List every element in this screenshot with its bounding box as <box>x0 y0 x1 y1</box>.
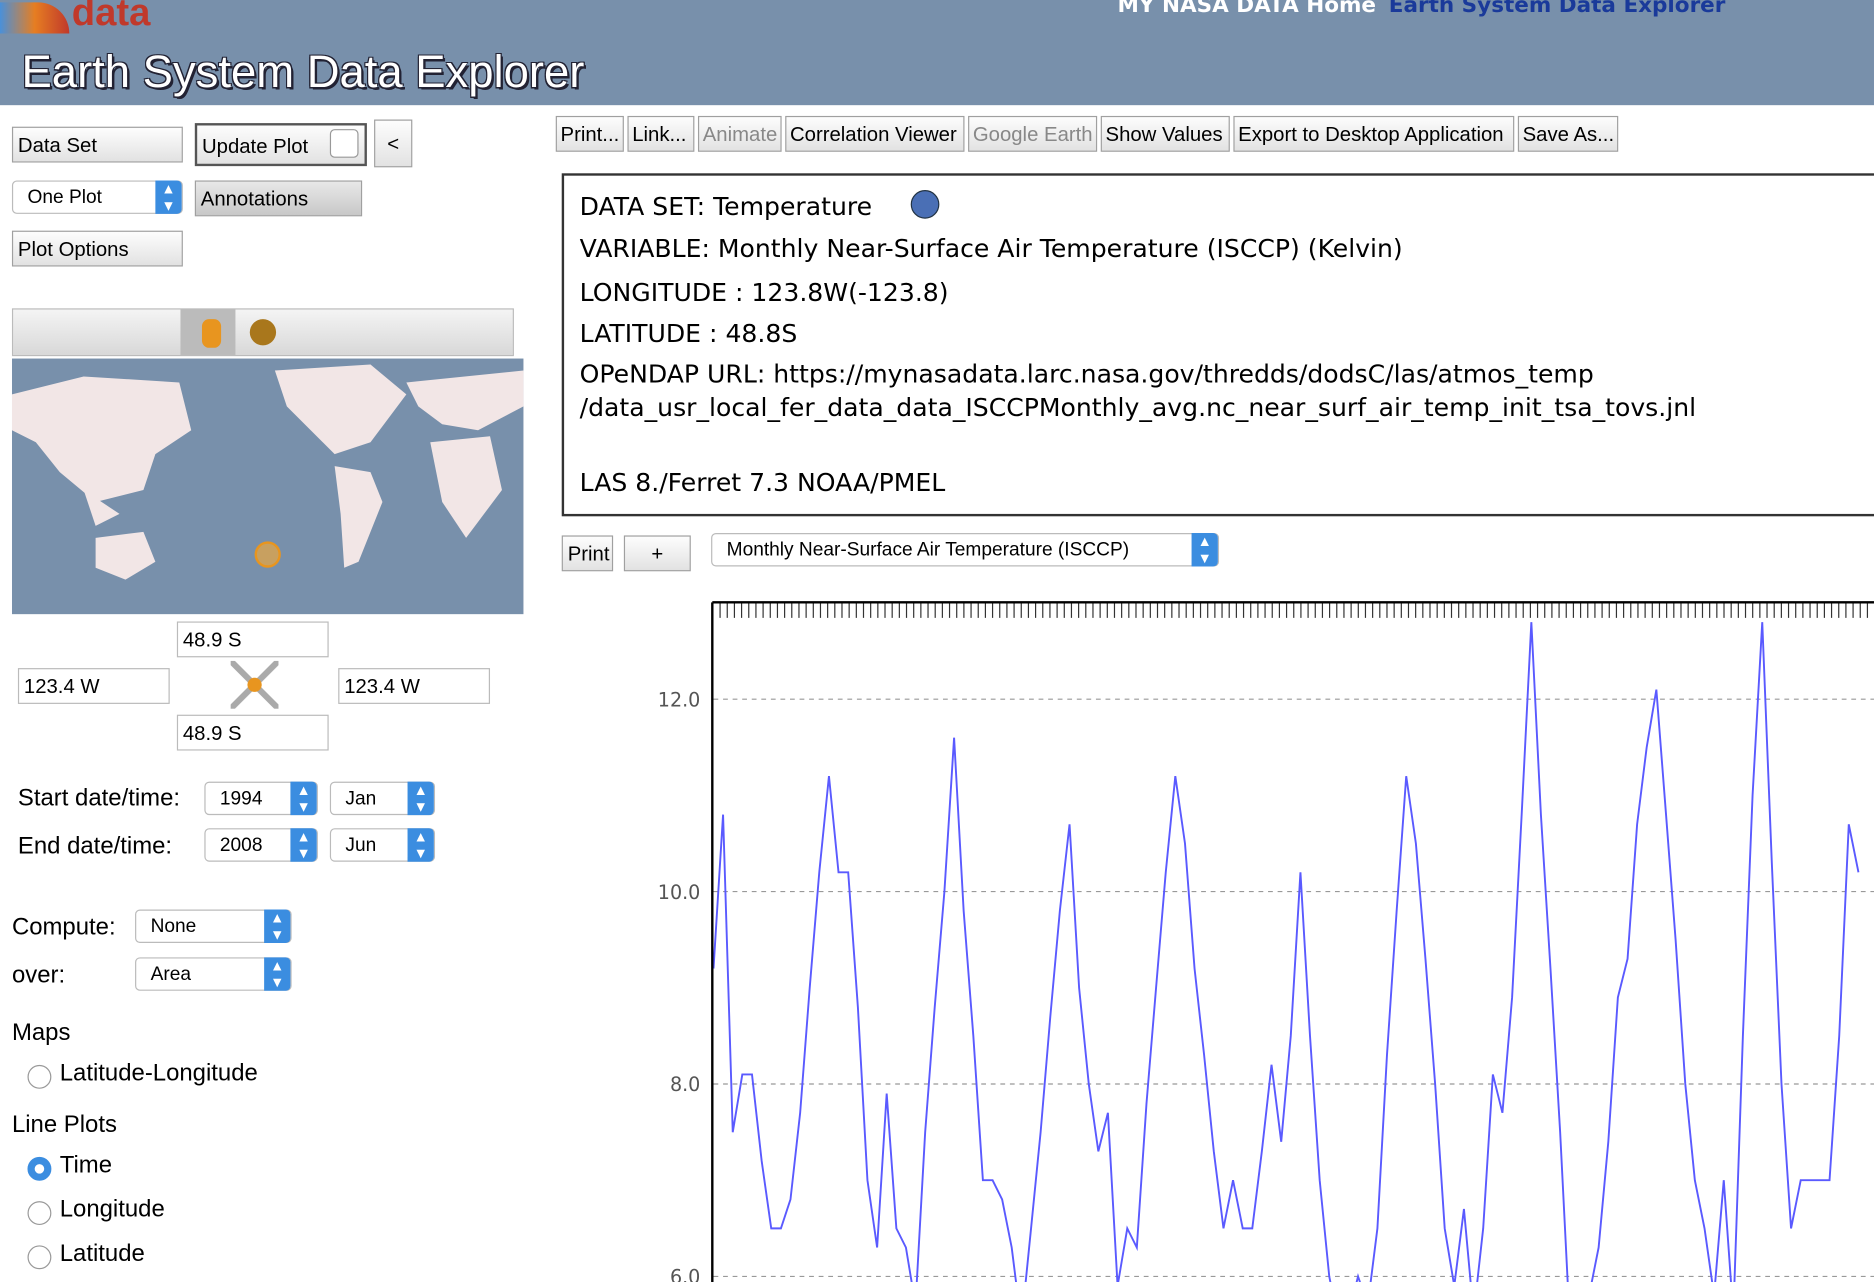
select-arrow: ▲ ▼ <box>1191 533 1218 567</box>
radio-button[interactable] <box>27 1201 52 1226</box>
select-arrow: ▲ ▼ <box>264 957 291 991</box>
select-value: 2008 <box>219 835 263 856</box>
y-tick-label: 12.0 <box>658 688 701 711</box>
select-arrow: ▲ ▼ <box>290 781 317 816</box>
toolbar-button[interactable]: Export to Desktop Application <box>1233 115 1515 152</box>
annotations-button[interactable]: Annotations <box>194 180 363 217</box>
radio-button[interactable] <box>27 1156 52 1181</box>
info-panel: DATA SET: Temperature VARIABLE: Monthly … <box>561 173 1874 517</box>
start-month-select[interactable]: Jan ▲ ▼ <box>329 781 436 816</box>
east-input[interactable]: 123.4 W <box>338 668 491 704</box>
compass-icon <box>230 660 279 709</box>
nav-link[interactable]: MY NASA DATA Home <box>1117 0 1377 18</box>
continents <box>11 364 524 580</box>
select-value: Jan <box>345 788 377 810</box>
help-icon[interactable] <box>910 190 940 219</box>
app-title: Earth System Data Explorer <box>21 47 585 99</box>
print-button[interactable]: Print <box>561 535 614 572</box>
toolbar-button[interactable]: Save As... <box>1517 115 1619 152</box>
plot-count-select[interactable]: One Plot ▲ ▼ <box>11 180 183 214</box>
select-arrow: ▲ ▼ <box>155 180 182 214</box>
over-label: over: <box>11 962 66 989</box>
radio-label[interactable]: Longitude <box>59 1196 165 1223</box>
toolbar-button: Animate <box>697 115 782 152</box>
toolbar-button[interactable]: Link... <box>627 115 695 152</box>
info-longitude: LONGITUDE : 123.8W(-123.8) <box>579 278 949 308</box>
variable-select[interactable]: Monthly Near-Surface Air Temperature (IS… <box>711 533 1220 567</box>
data-set-button[interactable]: Data Set <box>11 126 183 163</box>
start-label: Start date/time: <box>17 785 181 812</box>
logo[interactable]: data <box>71 0 151 34</box>
radio-button[interactable] <box>27 1245 52 1270</box>
end-month-select[interactable]: Jun ▲ ▼ <box>329 828 436 862</box>
y-tick-label: 8.0 <box>670 1073 700 1096</box>
plot-options-button[interactable]: Plot Options <box>11 230 183 267</box>
west-input[interactable]: 123.4 W <box>17 668 170 704</box>
region-map[interactable] <box>11 358 524 615</box>
compute-select[interactable]: None ▲ ▼ <box>135 909 292 943</box>
map-toolbar <box>11 308 514 357</box>
radio-label[interactable]: Latitude <box>59 1240 145 1267</box>
y-tick-label: 6.0 <box>670 1266 700 1282</box>
toolbar-button[interactable]: Correlation Viewer <box>785 115 965 152</box>
toolbar-button[interactable]: Show Values <box>1100 115 1230 152</box>
north-input[interactable]: 48.9 S <box>176 621 329 658</box>
info-credit: LAS 8./Ferret 7.3 NOAA/PMEL <box>579 468 946 498</box>
compute-label: Compute: <box>11 914 116 941</box>
toolbar-button[interactable]: Print... <box>555 115 624 152</box>
select-value: 1994 <box>219 788 263 810</box>
radio-button[interactable] <box>27 1064 52 1089</box>
radio-label[interactable]: Time <box>59 1152 112 1179</box>
nav-link[interactable]: Earth System Data Explorer <box>1388 0 1726 18</box>
hand-icon <box>201 319 222 348</box>
y-tick-label: 10.0 <box>658 881 701 904</box>
select-arrow: ▲ ▼ <box>290 828 317 862</box>
radio-label[interactable]: Latitude-Longitude <box>59 1060 258 1087</box>
auto-update-checkbox[interactable] <box>329 129 359 158</box>
start-year-select[interactable]: 1994 ▲ ▼ <box>204 781 318 816</box>
end-label: End date/time: <box>17 833 173 860</box>
maps-heading: Maps <box>11 1019 71 1046</box>
header-bar <box>0 0 1874 106</box>
select-value: None <box>150 916 197 937</box>
select-arrow: ▲ ▼ <box>407 781 434 816</box>
info-url: /data_usr_local_fer_data_data_ISCCPMonth… <box>579 393 1697 422</box>
series-line <box>713 622 1860 1282</box>
update-plot-button[interactable]: Update Plot <box>194 123 367 167</box>
info-latitude: LATITUDE : 48.8S <box>579 319 798 348</box>
select-value: One Plot <box>27 187 102 208</box>
select-arrow: ▲ ▼ <box>407 828 434 862</box>
point-tool[interactable] <box>249 319 277 346</box>
info-url: OPeNDAP URL: https://mynasadata.larc.nas… <box>579 359 1594 389</box>
info-dataset: DATA SET: Temperature <box>579 192 873 222</box>
add-button[interactable]: + <box>623 535 691 572</box>
over-select[interactable]: Area ▲ ▼ <box>135 957 292 991</box>
select-value: Monthly Near-Surface Air Temperature (IS… <box>726 540 1130 561</box>
select-value: Jun <box>345 835 377 856</box>
selected-point <box>254 541 281 568</box>
info-variable: VARIABLE: Monthly Near-Surface Air Tempe… <box>579 234 1403 263</box>
south-input[interactable]: 48.9 S <box>176 714 329 751</box>
select-arrow: ▲ ▼ <box>264 909 291 943</box>
line-plots-heading: Line Plots <box>11 1111 117 1138</box>
end-year-select[interactable]: 2008 ▲ ▼ <box>204 828 318 862</box>
select-value: Area <box>150 964 191 985</box>
collapse-button[interactable]: < <box>374 119 413 168</box>
toolbar-button: Google Earth <box>968 115 1098 152</box>
